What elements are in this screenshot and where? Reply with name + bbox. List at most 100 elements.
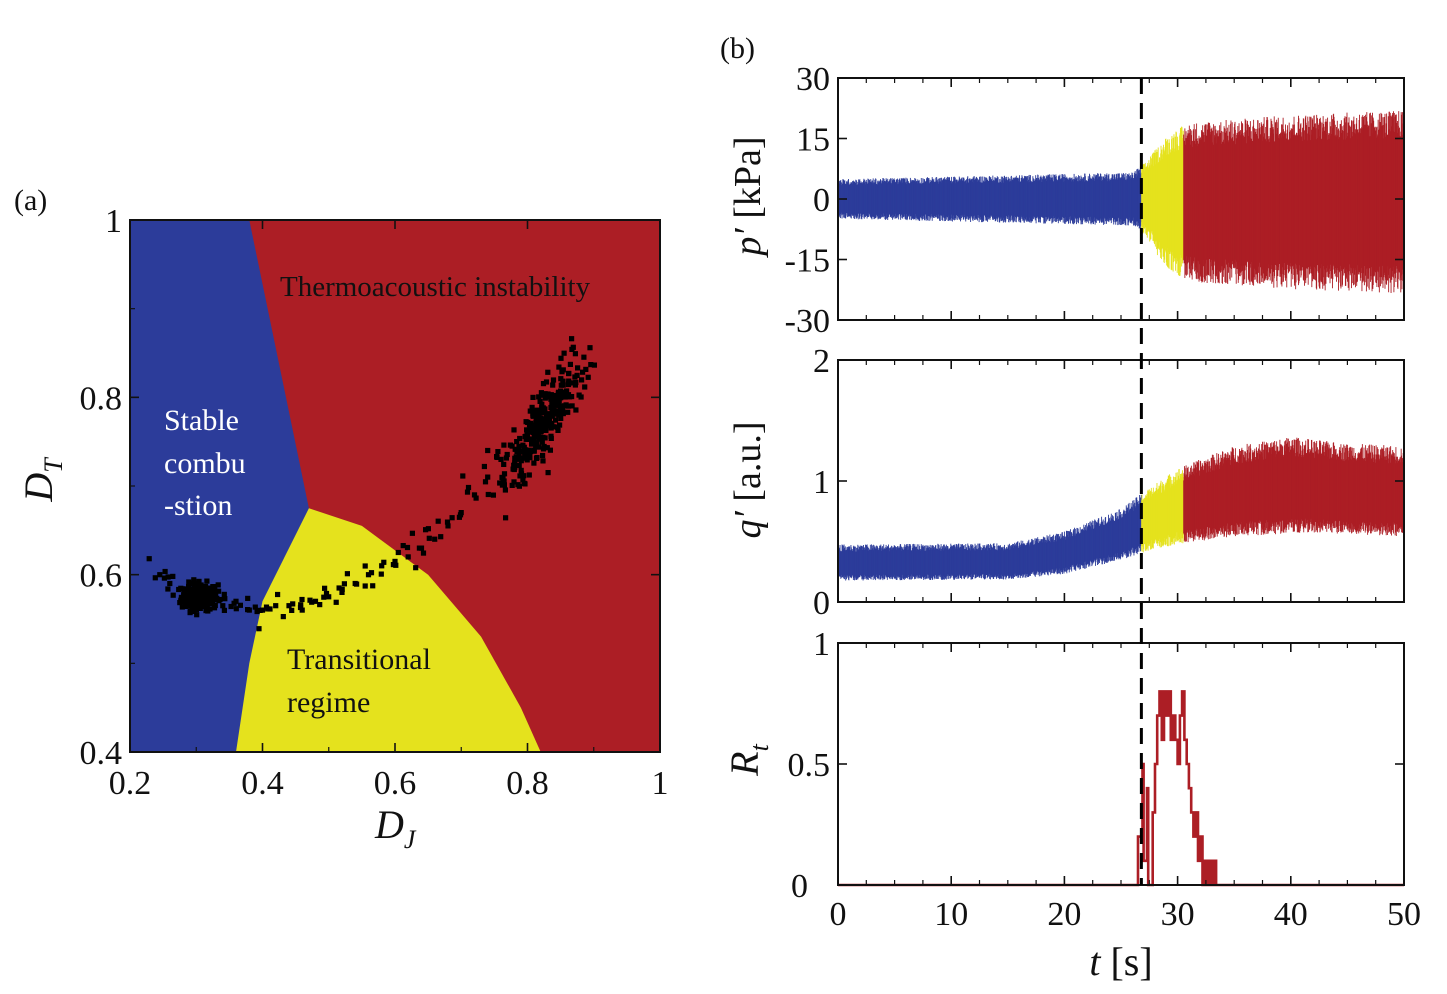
data-point bbox=[321, 594, 327, 600]
data-point bbox=[485, 491, 491, 498]
data-point bbox=[362, 583, 368, 589]
data-point bbox=[516, 462, 522, 469]
data-point bbox=[400, 543, 406, 549]
panel-a: (a) 0.2 0.4 0.6 0.8 10.40.60.81 Thermoacoust… bbox=[14, 184, 669, 854]
panel-a-label: (a) bbox=[14, 184, 47, 217]
y-tick-label-b: 0 bbox=[791, 868, 808, 905]
data-point bbox=[536, 436, 542, 442]
data-point bbox=[533, 425, 540, 431]
data-point bbox=[512, 456, 518, 462]
y-tick-label-b: 1 bbox=[813, 464, 830, 501]
y-tick-label-a: 0.8 bbox=[80, 380, 123, 417]
data-point bbox=[511, 466, 517, 473]
data-point bbox=[299, 596, 305, 603]
data-point bbox=[183, 597, 189, 603]
data-point bbox=[535, 433, 541, 439]
y-tick-label-b: 30 bbox=[796, 61, 830, 98]
data-point bbox=[368, 570, 375, 576]
data-point bbox=[543, 420, 549, 426]
data-point bbox=[516, 452, 522, 459]
data-point bbox=[550, 377, 557, 383]
data-point bbox=[533, 442, 539, 448]
data-point bbox=[585, 374, 591, 380]
data-point bbox=[548, 404, 554, 411]
data-point bbox=[581, 354, 587, 360]
data-point bbox=[540, 458, 546, 464]
x-tick-label-b: 0 bbox=[830, 896, 847, 933]
data-point bbox=[540, 381, 547, 387]
data-point bbox=[409, 530, 415, 536]
data-point bbox=[190, 581, 196, 587]
data-point bbox=[539, 401, 545, 407]
x-tick-label-a: 0.6 bbox=[374, 765, 417, 802]
data-point bbox=[312, 598, 319, 604]
data-point bbox=[536, 419, 542, 425]
data-point bbox=[464, 489, 471, 495]
data-point bbox=[530, 394, 536, 400]
data-point bbox=[170, 573, 176, 579]
data-point bbox=[297, 604, 304, 611]
data-point bbox=[552, 410, 558, 416]
data-point bbox=[572, 374, 578, 380]
data-point bbox=[211, 605, 218, 611]
data-point bbox=[167, 580, 173, 587]
data-point bbox=[504, 451, 510, 458]
data-point bbox=[543, 413, 549, 419]
stable-region bbox=[130, 220, 309, 752]
data-point bbox=[509, 482, 515, 488]
data-point bbox=[539, 439, 545, 445]
data-point bbox=[191, 577, 197, 583]
region-label-transition-line2: regime bbox=[287, 686, 370, 719]
data-point bbox=[566, 378, 572, 384]
data-point bbox=[534, 411, 540, 417]
data-point bbox=[501, 461, 507, 467]
data-point bbox=[317, 602, 323, 608]
data-point bbox=[210, 584, 216, 590]
data-point bbox=[538, 415, 544, 421]
data-point bbox=[267, 606, 273, 612]
data-point bbox=[381, 559, 387, 565]
data-point bbox=[460, 473, 466, 479]
data-point bbox=[511, 479, 517, 485]
transition-region bbox=[236, 508, 541, 752]
data-point bbox=[569, 336, 575, 342]
data-point bbox=[550, 399, 556, 405]
data-point bbox=[212, 592, 218, 598]
x-tick-label-a: 1 bbox=[652, 765, 669, 802]
data-point bbox=[482, 479, 489, 485]
data-point bbox=[199, 601, 205, 607]
data-point bbox=[354, 581, 360, 587]
data-point bbox=[530, 422, 537, 428]
data-point bbox=[537, 407, 544, 413]
data-point bbox=[336, 585, 342, 591]
data-point bbox=[432, 536, 438, 542]
y-tick-label-a: 1 bbox=[105, 203, 122, 240]
data-point bbox=[524, 427, 530, 433]
data-point bbox=[517, 448, 523, 455]
data-point bbox=[263, 604, 270, 610]
data-point bbox=[516, 483, 522, 489]
region-label-stable-line3: -stion bbox=[164, 489, 232, 522]
y-tick-label-a: 0.6 bbox=[80, 558, 123, 595]
data-point bbox=[540, 392, 547, 398]
data-point bbox=[426, 535, 432, 541]
data-point bbox=[570, 344, 576, 350]
data-point bbox=[165, 574, 171, 580]
y-tick-label-a: 0.4 bbox=[80, 735, 123, 772]
data-point bbox=[569, 403, 575, 409]
data-point bbox=[213, 597, 219, 603]
data-point bbox=[524, 433, 530, 439]
region-label-transition-line1: Transitional bbox=[287, 643, 431, 676]
data-point bbox=[393, 562, 399, 568]
data-point bbox=[179, 604, 185, 610]
subplot-frame bbox=[837, 642, 1405, 886]
data-point bbox=[561, 403, 568, 409]
q-axis-label-wrap: q′ [a.u.] bbox=[727, 422, 769, 539]
data-point bbox=[529, 441, 535, 447]
data-point bbox=[280, 614, 286, 620]
p-axis-label-wrap: p′ [kPa] bbox=[727, 136, 769, 258]
data-point bbox=[548, 392, 554, 398]
data-point bbox=[527, 455, 533, 461]
